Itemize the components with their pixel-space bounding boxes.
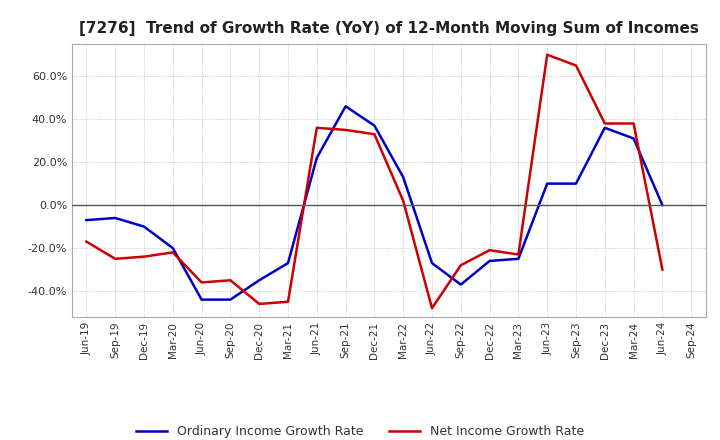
- Ordinary Income Growth Rate: [341, 104, 350, 109]
- Line: Net Income Growth Rate: Net Income Growth Rate: [86, 55, 662, 308]
- Ordinary Income Growth Rate: [226, 297, 235, 302]
- Net Income Growth Rate: [82, 239, 91, 244]
- Ordinary Income Growth Rate: [658, 202, 667, 208]
- Net Income Growth Rate: [514, 252, 523, 257]
- Net Income Growth Rate: [543, 52, 552, 57]
- Net Income Growth Rate: [600, 121, 609, 126]
- Ordinary Income Growth Rate: [485, 258, 494, 264]
- Net Income Growth Rate: [111, 256, 120, 261]
- Ordinary Income Growth Rate: [600, 125, 609, 130]
- Net Income Growth Rate: [284, 299, 292, 304]
- Ordinary Income Growth Rate: [543, 181, 552, 186]
- Ordinary Income Growth Rate: [82, 217, 91, 223]
- Ordinary Income Growth Rate: [629, 136, 638, 141]
- Net Income Growth Rate: [226, 278, 235, 283]
- Ordinary Income Growth Rate: [428, 260, 436, 266]
- Ordinary Income Growth Rate: [197, 297, 206, 302]
- Line: Ordinary Income Growth Rate: Ordinary Income Growth Rate: [86, 106, 662, 300]
- Net Income Growth Rate: [399, 198, 408, 203]
- Ordinary Income Growth Rate: [456, 282, 465, 287]
- Ordinary Income Growth Rate: [399, 175, 408, 180]
- Net Income Growth Rate: [168, 250, 177, 255]
- Net Income Growth Rate: [428, 305, 436, 311]
- Ordinary Income Growth Rate: [168, 246, 177, 251]
- Net Income Growth Rate: [456, 263, 465, 268]
- Ordinary Income Growth Rate: [572, 181, 580, 186]
- Net Income Growth Rate: [341, 127, 350, 132]
- Net Income Growth Rate: [629, 121, 638, 126]
- Ordinary Income Growth Rate: [370, 123, 379, 128]
- Ordinary Income Growth Rate: [111, 215, 120, 220]
- Net Income Growth Rate: [572, 63, 580, 68]
- Ordinary Income Growth Rate: [140, 224, 148, 229]
- Ordinary Income Growth Rate: [312, 155, 321, 161]
- Ordinary Income Growth Rate: [255, 278, 264, 283]
- Ordinary Income Growth Rate: [284, 260, 292, 266]
- Net Income Growth Rate: [312, 125, 321, 130]
- Net Income Growth Rate: [658, 267, 667, 272]
- Ordinary Income Growth Rate: [514, 256, 523, 261]
- Net Income Growth Rate: [197, 280, 206, 285]
- Title: [7276]  Trend of Growth Rate (YoY) of 12-Month Moving Sum of Incomes: [7276] Trend of Growth Rate (YoY) of 12-…: [79, 21, 698, 36]
- Net Income Growth Rate: [485, 248, 494, 253]
- Net Income Growth Rate: [370, 132, 379, 137]
- Net Income Growth Rate: [255, 301, 264, 307]
- Net Income Growth Rate: [140, 254, 148, 259]
- Legend: Ordinary Income Growth Rate, Net Income Growth Rate: Ordinary Income Growth Rate, Net Income …: [136, 425, 584, 438]
